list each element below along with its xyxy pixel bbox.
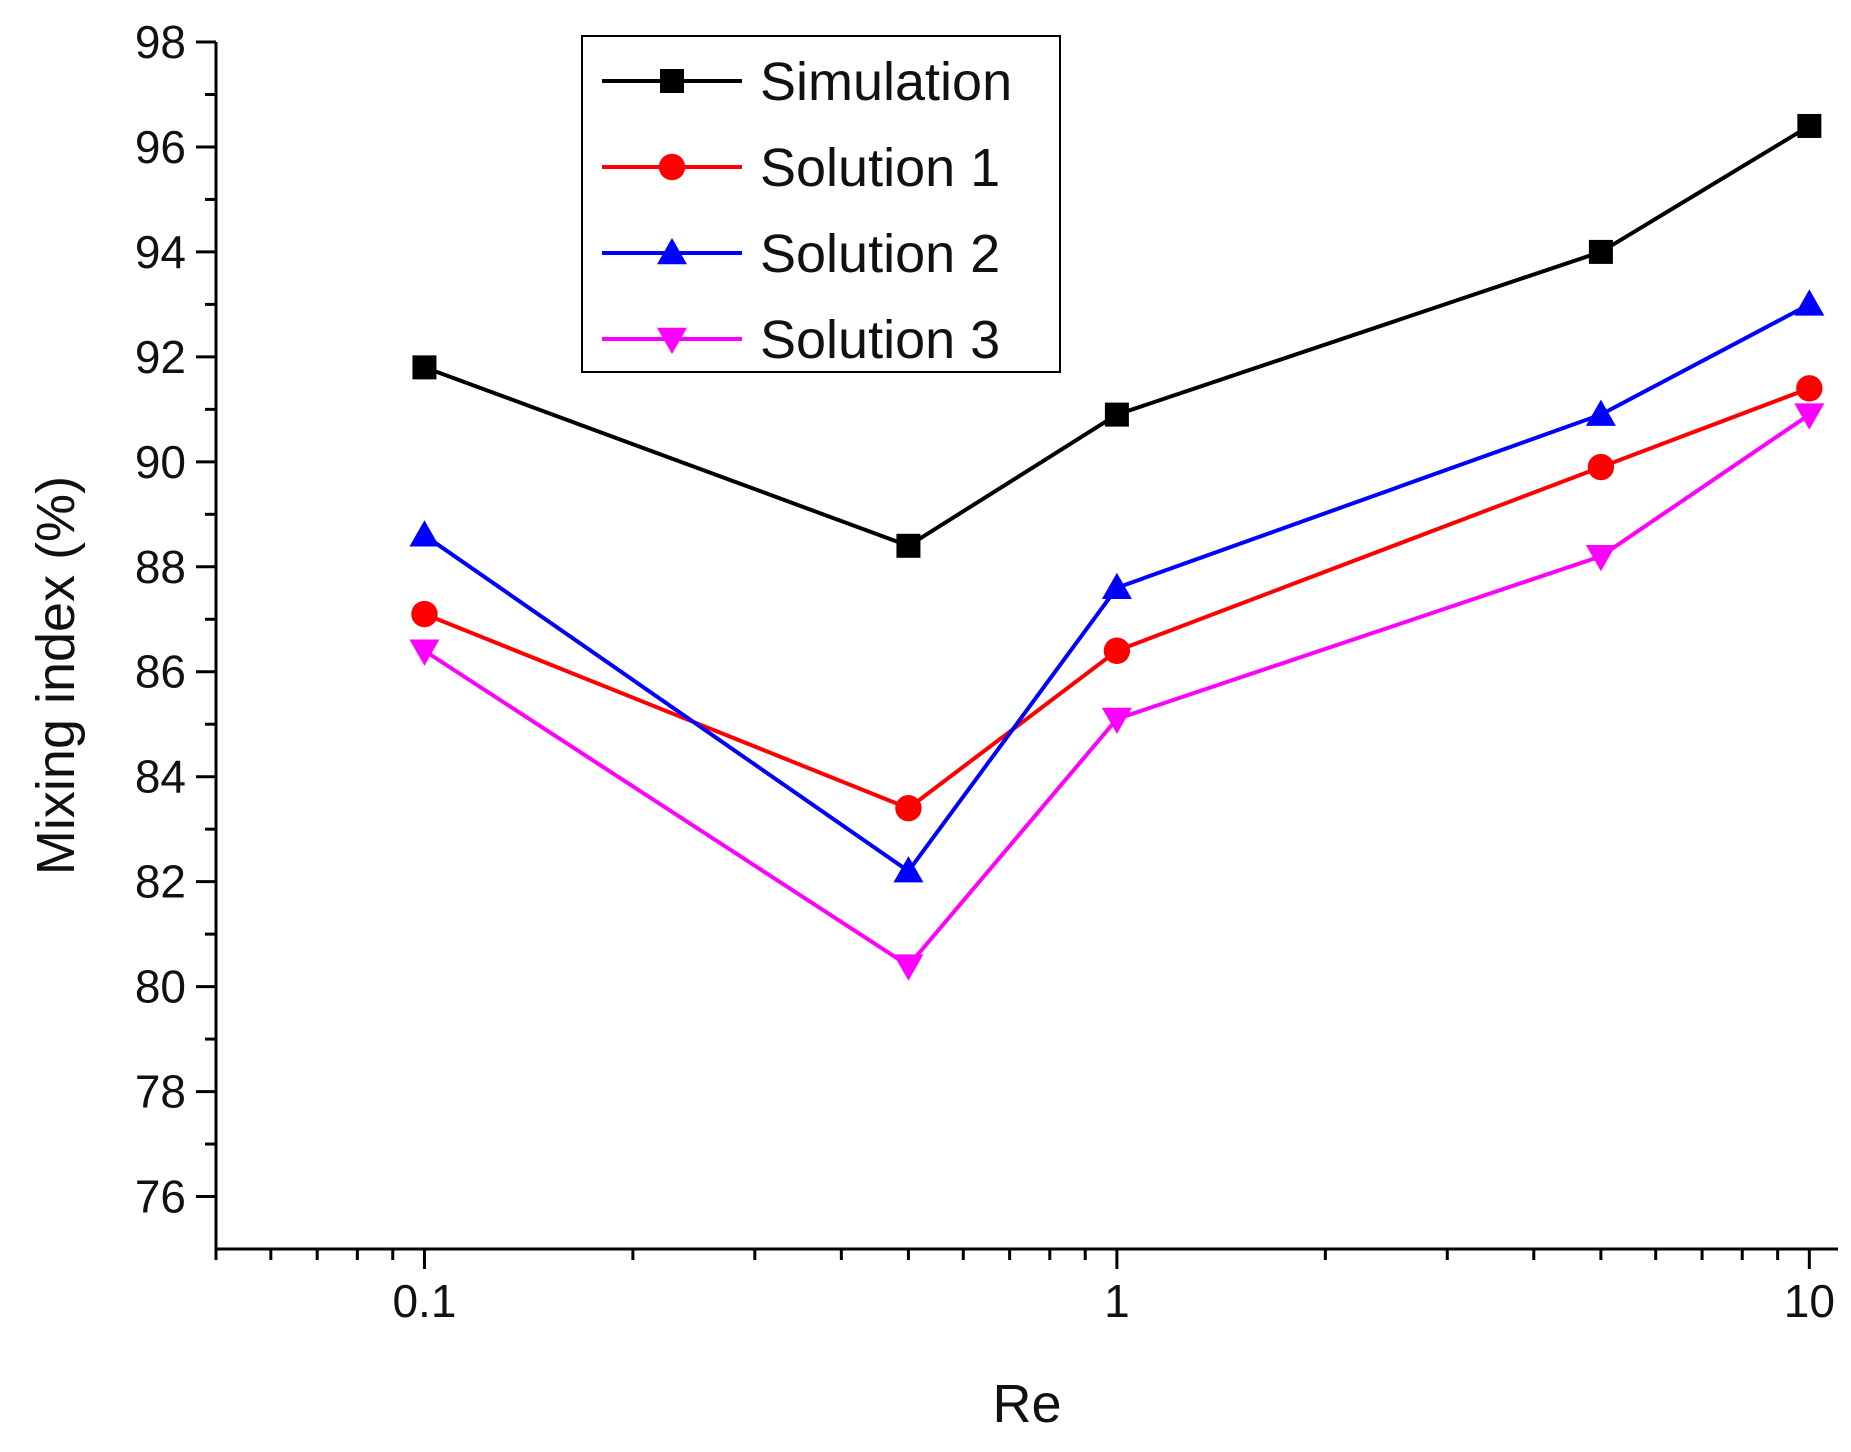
data-point xyxy=(1794,403,1825,430)
series-solution-1 xyxy=(411,375,1823,822)
y-tick-label: 96 xyxy=(135,121,186,173)
legend-entry: Simulation xyxy=(602,52,1012,112)
y-tick-label: 90 xyxy=(135,436,186,488)
legend-marker xyxy=(658,153,686,181)
y-tick-label: 86 xyxy=(135,646,186,698)
data-point xyxy=(1104,402,1129,427)
series-solution-3 xyxy=(409,403,1825,981)
legend-entry: Solution 1 xyxy=(602,138,1000,198)
legend-marker xyxy=(657,238,687,265)
data-point xyxy=(1587,453,1615,481)
y-tick-label: 84 xyxy=(135,751,186,803)
legend-label: Solution 1 xyxy=(760,138,1000,198)
y-tick-label: 78 xyxy=(135,1066,186,1118)
series-line xyxy=(423,412,1811,969)
y-tick-label: 94 xyxy=(135,226,186,278)
legend-marker xyxy=(657,327,687,354)
data-point xyxy=(409,520,440,547)
legend: Simulation Solution 1 Solution 2 Solution 3 xyxy=(581,35,1061,373)
data-point xyxy=(1794,289,1825,316)
data-point xyxy=(895,794,922,822)
data-point xyxy=(409,639,440,666)
ticks: 76 78 80 82 84 86 88 90 92 94 96 98 0.1 1 10 xyxy=(135,16,1835,1327)
series-solution-2 xyxy=(409,289,1825,883)
data-point xyxy=(1588,239,1613,264)
legend-marker xyxy=(660,69,684,93)
legend-label: Solution 3 xyxy=(760,310,1000,370)
x-tick-label: 1 xyxy=(1104,1275,1130,1327)
legend-label: Simulation xyxy=(760,52,1012,112)
y-axis-title: Mixing index (%) xyxy=(26,476,86,875)
data-point xyxy=(893,856,924,883)
data-point xyxy=(893,954,924,981)
axes xyxy=(214,42,1838,1251)
y-tick-label: 76 xyxy=(135,1171,186,1223)
y-tick-label: 82 xyxy=(135,856,186,908)
data-point xyxy=(1796,375,1823,402)
legend-entry: Solution 3 xyxy=(602,310,1000,370)
data-point xyxy=(412,355,437,380)
series-simulation xyxy=(412,113,1822,558)
data-point xyxy=(1797,113,1822,138)
y-tick-label: 88 xyxy=(135,541,186,593)
x-tick-label: 0.1 xyxy=(392,1275,456,1327)
data-point xyxy=(411,600,438,628)
series-layer xyxy=(409,113,1825,981)
x-axis-title: Re xyxy=(992,1374,1061,1434)
legend-entry: Solution 2 xyxy=(602,224,1000,284)
data-point xyxy=(896,533,921,558)
x-tick-label: 10 xyxy=(1784,1275,1835,1327)
data-point xyxy=(1585,545,1616,572)
data-point xyxy=(1585,399,1616,426)
data-point xyxy=(1101,572,1132,600)
data-point xyxy=(1101,707,1132,734)
data-point xyxy=(1103,637,1131,664)
y-tick-label: 92 xyxy=(135,331,186,383)
y-tick-label: 98 xyxy=(135,16,186,68)
legend-label: Solution 2 xyxy=(760,224,1000,284)
y-tick-label: 80 xyxy=(135,961,186,1013)
